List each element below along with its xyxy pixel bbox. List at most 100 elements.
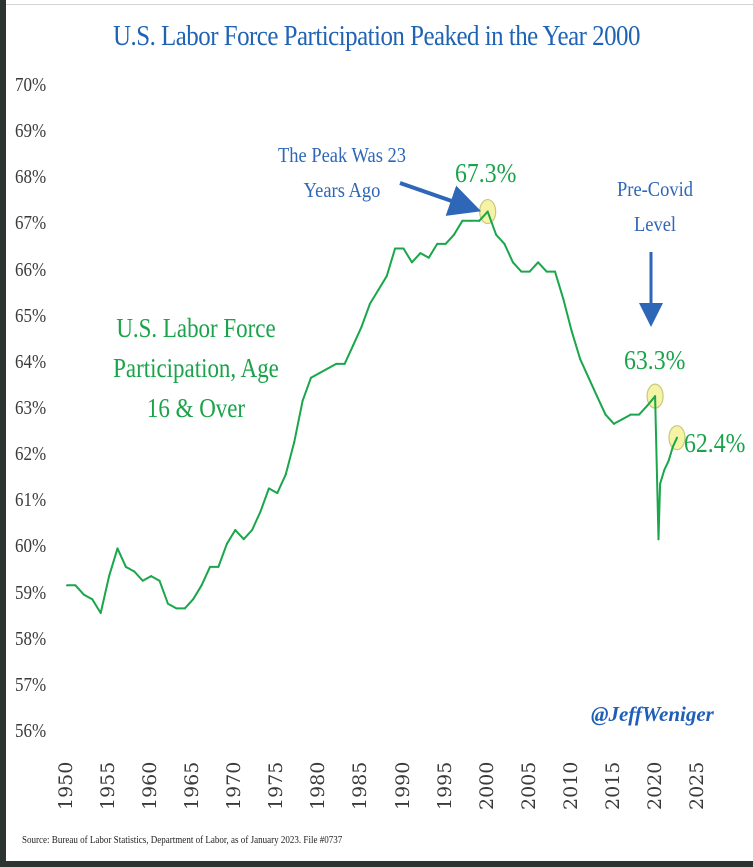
data-point xyxy=(612,422,615,425)
data-point xyxy=(427,256,430,259)
data-point xyxy=(74,584,77,587)
precovid-note-line1: Pre-Covid xyxy=(617,177,693,201)
peak-arrow xyxy=(399,181,482,216)
latest-value-label: 62.4% xyxy=(684,428,746,458)
data-point xyxy=(242,538,245,541)
data-point xyxy=(175,607,178,610)
data-point xyxy=(99,612,102,615)
data-point xyxy=(259,510,262,513)
y-tick-label: 67% xyxy=(15,212,47,235)
data-point xyxy=(66,584,68,587)
frame-top-edge xyxy=(6,4,753,5)
data-point xyxy=(511,261,514,264)
y-tick-label: 70% xyxy=(15,74,47,96)
data-point xyxy=(579,358,582,361)
series-label: U.S. Labor Force Participation, Age 16 &… xyxy=(97,308,294,428)
data-point xyxy=(478,219,481,222)
y-tick-label: 62% xyxy=(15,443,47,466)
source-note: Source: Bureau of Labor Statistics, Depa… xyxy=(22,834,343,846)
y-tick-label: 69% xyxy=(15,120,47,143)
y-tick-label: 57% xyxy=(15,673,47,696)
data-point xyxy=(621,418,624,421)
data-point xyxy=(225,542,228,545)
y-tick-label: 68% xyxy=(15,166,47,189)
data-point xyxy=(234,528,237,531)
data-point xyxy=(671,445,674,448)
data-point xyxy=(192,598,195,601)
y-tick-label: 60% xyxy=(15,535,47,558)
data-point xyxy=(91,598,94,601)
data-point xyxy=(453,233,456,236)
data-point xyxy=(124,565,127,568)
data-point xyxy=(629,413,632,416)
series-points xyxy=(66,210,678,615)
data-point xyxy=(654,395,657,398)
y-tick-label: 61% xyxy=(15,489,47,512)
data-point xyxy=(141,579,144,582)
peak-note-line1: The Peak Was 23 xyxy=(277,143,407,167)
data-point xyxy=(553,270,556,273)
data-point xyxy=(209,565,212,568)
data-point xyxy=(293,441,296,444)
data-point xyxy=(587,376,590,379)
data-point xyxy=(343,362,346,365)
data-point xyxy=(326,367,329,370)
peak-note: The Peak Was 23 Years Ago xyxy=(272,138,413,208)
data-point xyxy=(217,565,220,568)
data-point xyxy=(352,344,355,347)
data-point xyxy=(528,270,531,273)
data-point xyxy=(562,298,565,301)
chart-title: U.S. Labor Force Participation Peaked in… xyxy=(113,20,640,52)
data-point xyxy=(158,579,161,582)
data-point xyxy=(520,270,523,273)
series-label-line2: Participation, Age xyxy=(113,353,279,383)
data-point xyxy=(309,376,312,379)
data-point xyxy=(537,261,540,264)
data-point xyxy=(301,399,304,402)
data-point xyxy=(335,362,338,365)
frame-left-edge xyxy=(0,0,6,867)
data-point xyxy=(150,575,153,578)
data-point xyxy=(360,325,363,328)
data-point xyxy=(646,404,649,407)
data-point xyxy=(545,270,548,273)
precovid-note: Pre-Covid Level xyxy=(611,172,699,242)
data-point xyxy=(183,607,186,610)
data-point xyxy=(385,275,388,278)
data-point xyxy=(133,570,136,573)
data-point xyxy=(667,459,670,462)
data-point xyxy=(419,252,422,255)
data-point xyxy=(402,247,405,250)
data-point xyxy=(495,233,498,236)
data-point xyxy=(200,584,203,587)
y-tick-label: 66% xyxy=(15,258,47,281)
data-point xyxy=(570,330,573,333)
y-tick-label: 64% xyxy=(15,350,47,373)
data-point xyxy=(377,289,380,292)
data-point xyxy=(675,436,678,439)
data-point xyxy=(486,210,489,213)
data-point xyxy=(108,575,111,578)
y-tick-label: 56% xyxy=(15,720,47,742)
data-point xyxy=(251,528,254,531)
data-point xyxy=(444,242,447,245)
data-point xyxy=(469,219,472,222)
data-point xyxy=(82,593,85,596)
data-point xyxy=(318,372,321,375)
data-point xyxy=(638,413,641,416)
y-tick-label: 58% xyxy=(15,627,47,650)
peak-note-line2: Years Ago xyxy=(303,178,381,202)
data-point xyxy=(604,413,607,416)
data-point xyxy=(461,219,464,222)
data-point xyxy=(596,395,599,398)
y-tick-label: 63% xyxy=(15,397,47,419)
frame-bottom-edge xyxy=(0,861,753,867)
y-tick-label: 59% xyxy=(15,581,47,604)
data-point xyxy=(663,468,666,471)
y-tick-label: 65% xyxy=(15,304,47,327)
precovid-value-label: 63.3% xyxy=(624,345,686,375)
series-label-line3: 16 & Over xyxy=(146,393,246,423)
data-point xyxy=(410,261,413,264)
series-label-line1: U.S. Labor Force xyxy=(116,313,276,343)
